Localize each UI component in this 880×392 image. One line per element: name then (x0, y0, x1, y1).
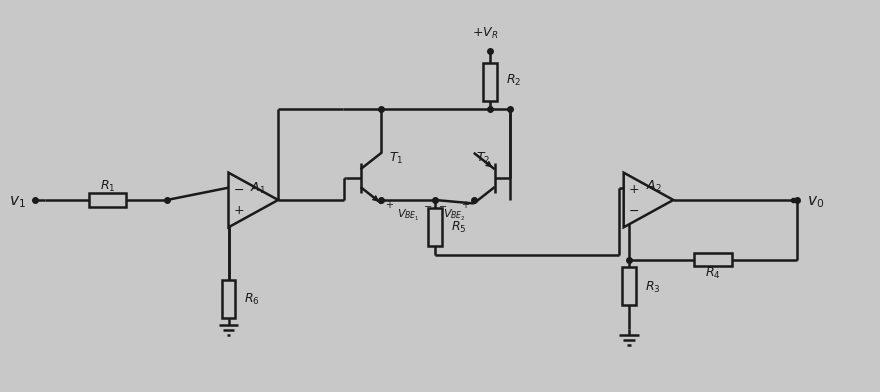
Text: $v_1$: $v_1$ (9, 194, 26, 210)
Text: $+$: $+$ (385, 199, 394, 210)
Text: $V_{BE_1}$: $V_{BE_1}$ (397, 208, 420, 223)
Text: $A_2$: $A_2$ (646, 178, 662, 194)
Text: $v_0$: $v_0$ (807, 194, 824, 210)
Text: $+$: $+$ (233, 204, 244, 217)
Text: $R_3$: $R_3$ (644, 280, 660, 295)
Text: $-$: $-$ (438, 200, 448, 210)
Text: $R_5$: $R_5$ (451, 220, 466, 235)
Text: $T_1$: $T_1$ (389, 151, 404, 166)
Polygon shape (229, 172, 278, 227)
Text: $-$: $-$ (422, 200, 432, 210)
Text: $+$: $+$ (461, 199, 470, 210)
Bar (621, 267, 635, 305)
Text: $T_2$: $T_2$ (476, 151, 490, 166)
Polygon shape (624, 172, 673, 227)
Text: $V_{BE_2}$: $V_{BE_2}$ (443, 208, 466, 223)
Text: $+V_R$: $+V_R$ (472, 26, 498, 41)
Bar (222, 280, 236, 318)
Bar (89, 193, 126, 207)
Text: $A_1$: $A_1$ (250, 180, 267, 196)
Text: $-$: $-$ (628, 204, 639, 217)
Text: $R_4$: $R_4$ (705, 266, 721, 281)
Bar (694, 252, 732, 267)
Bar (428, 208, 442, 246)
Text: $R_2$: $R_2$ (505, 73, 521, 88)
Text: $+$: $+$ (628, 183, 639, 196)
Text: $R_6$: $R_6$ (245, 292, 260, 307)
Text: $-$: $-$ (233, 183, 244, 196)
Text: $R_1$: $R_1$ (99, 178, 115, 194)
Bar (483, 63, 496, 101)
